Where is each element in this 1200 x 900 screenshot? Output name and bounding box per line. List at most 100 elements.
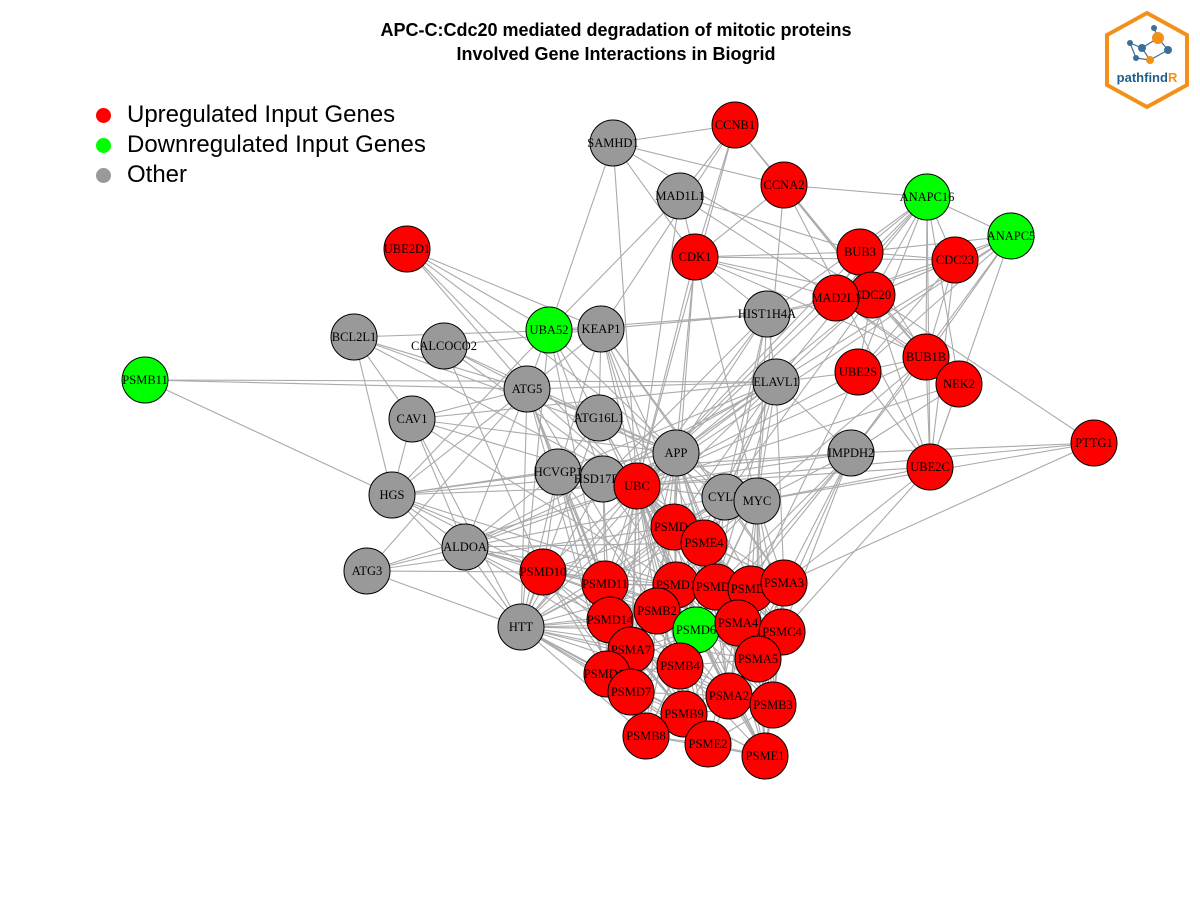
gene-node-psmd6[interactable]: PSMD6 (672, 606, 720, 654)
edge-hist1h4a-keap1 (600, 313, 768, 330)
gene-node-psmb2[interactable]: PSMB2 (633, 587, 681, 635)
gene-node-ccna2[interactable]: CCNA2 (760, 161, 808, 209)
gene-node-label: PSMB3 (753, 698, 793, 712)
edge-hgs-psmd1 (391, 494, 677, 586)
gene-node-atg5[interactable]: ATG5 (503, 365, 551, 413)
gene-node-ube2s[interactable]: UBE2S (834, 348, 882, 396)
edge-anapc16-bub1b (925, 196, 928, 358)
gene-node-circle (931, 236, 979, 284)
gene-node-myc[interactable]: MYC (733, 477, 781, 525)
edge-cav1-psmd1 (411, 418, 677, 586)
gene-node-psmd11[interactable]: PSMD11 (581, 560, 629, 608)
gene-node-samhd1[interactable]: SAMHD1 (587, 119, 639, 167)
legend-item-downregulated: Downregulated Input Genes (96, 130, 426, 160)
gene-node-psma4[interactable]: PSMA4 (714, 599, 762, 647)
gene-node-elavl1[interactable]: ELAVL1 (752, 358, 800, 406)
figure-subtitle: Involved Gene Interactions in Biogrid (456, 44, 776, 64)
gene-node-psmb4[interactable]: PSMB4 (656, 642, 704, 690)
edge-keap1-cyld (600, 328, 726, 498)
edge-ube2c-psma3 (783, 466, 931, 584)
gene-node-bcl2l1[interactable]: BCL2L1 (330, 313, 378, 361)
gene-node-psmb11[interactable]: PSMB11 (121, 356, 169, 404)
gene-node-aldoa[interactable]: ALDOA (441, 523, 489, 571)
edge-ube2c-psmc4 (781, 466, 931, 633)
gene-node-uba52[interactable]: UBA52 (525, 306, 573, 354)
gene-node-app[interactable]: APP (652, 429, 700, 477)
gene-node-label: PSMA2 (709, 689, 749, 703)
edge-atg5-atg3 (366, 388, 528, 572)
gene-node-psmd2[interactable]: PSMD2 (692, 563, 740, 611)
node-layer: CCNB1 SAMHD1 CCNA2 MAD1L1 ANAPC16 ANAPC5 UBE2D… (121, 101, 1118, 780)
logo-text-accent: R (1168, 70, 1178, 85)
gene-node-mad2l1[interactable]: MAD2L1 (811, 274, 861, 322)
legend-swatch-downregulated (96, 137, 111, 153)
edge-mad1l1-bub3 (679, 195, 861, 253)
gene-node-psma3[interactable]: PSMA3 (760, 559, 808, 607)
edge-uba52-hsd17b10 (548, 329, 604, 480)
gene-node-psmb3[interactable]: PSMB3 (749, 681, 797, 729)
gene-node-circle (827, 429, 875, 477)
gene-node-ubc[interactable]: UBC (613, 462, 661, 510)
gene-node-hist1h4a[interactable]: HIST1H4A (738, 290, 796, 338)
gene-node-label: ATG3 (352, 564, 383, 578)
gene-node-hgs[interactable]: HGS (368, 471, 416, 519)
gene-node-label: APP (665, 446, 688, 460)
gene-node-impdh2[interactable]: IMPDH2 (827, 429, 875, 477)
edge-hist1h4a-cyld (724, 313, 768, 498)
gene-node-bub1b[interactable]: BUB1B (902, 333, 950, 381)
gene-node-label: CDK1 (679, 250, 712, 264)
gene-node-circle (711, 101, 759, 149)
gene-node-circle (575, 394, 623, 442)
gene-node-psmb8[interactable]: PSMB8 (622, 712, 670, 760)
edge-ube2d1-keap1 (406, 248, 602, 330)
edge-bub1b-myc (756, 356, 927, 502)
edge-samhd1-ubc (612, 142, 638, 487)
gene-node-mad1l1[interactable]: MAD1L1 (655, 172, 705, 220)
gene-node-circle (388, 395, 436, 443)
edge-keap1-hcvgp1 (557, 328, 602, 473)
gene-node-ube2d1[interactable]: UBE2D1 (383, 225, 431, 273)
gene-node-psmd7[interactable]: PSMD7 (607, 668, 655, 716)
gene-node-ccnb1[interactable]: CCNB1 (711, 101, 759, 149)
gene-node-psme2[interactable]: PSME2 (684, 720, 732, 768)
gene-node-label: PSMA7 (611, 643, 651, 657)
gene-node-psma5[interactable]: PSMA5 (734, 635, 782, 683)
gene-node-psme1[interactable]: PSME1 (741, 732, 789, 780)
gene-node-label: PSMD6 (676, 623, 716, 637)
gene-node-label: PSMB9 (664, 707, 704, 721)
gene-node-psmd10[interactable]: PSMD10 (519, 548, 567, 596)
gene-node-circle (383, 225, 431, 273)
gene-node-nek2[interactable]: NEK2 (935, 360, 983, 408)
gene-node-cdk1[interactable]: CDK1 (671, 233, 719, 281)
logo-wordmark: pathfindR (1117, 70, 1178, 85)
gene-node-label: PSMB4 (660, 659, 700, 673)
logo-network-nodes (1127, 25, 1172, 64)
gene-node-anapc5[interactable]: ANAPC5 (987, 212, 1036, 260)
gene-node-hcvgp1[interactable]: HCVGP1 (534, 448, 583, 496)
gene-node-pttg1[interactable]: PTTG1 (1070, 419, 1118, 467)
gene-node-cdc23[interactable]: CDC23 (931, 236, 979, 284)
gene-node-calcoco2[interactable]: CALCOCO2 (411, 322, 477, 370)
gene-node-bub3[interactable]: BUB3 (836, 228, 884, 276)
gene-node-keap1[interactable]: KEAP1 (577, 305, 625, 353)
gene-node-htt[interactable]: HTT (497, 603, 545, 651)
gene-node-cdc20[interactable]: CDC20 (848, 271, 896, 319)
legend-item-other: Other (96, 160, 426, 190)
gene-node-atg16l1[interactable]: ATG16L1 (574, 394, 625, 442)
gene-node-circle (577, 305, 625, 353)
edge-hist1h4a-hsd17b10 (602, 313, 768, 480)
gene-node-psma2[interactable]: PSMA2 (705, 672, 753, 720)
gene-node-anapc16[interactable]: ANAPC16 (900, 173, 955, 221)
gene-node-atg3[interactable]: ATG3 (343, 547, 391, 595)
edge-pttg1-psma3 (783, 442, 1095, 584)
gene-node-cav1[interactable]: CAV1 (388, 395, 436, 443)
gene-node-psme4[interactable]: PSME4 (680, 519, 728, 567)
gene-node-label: UBA52 (530, 323, 569, 337)
gene-node-ube2c[interactable]: UBE2C (906, 443, 954, 491)
edge-atg5-hgs (391, 388, 528, 496)
gene-node-label: PSMD2 (696, 580, 736, 594)
edge-ube2d1-uba52 (406, 248, 550, 331)
figure-title: APC-C:Cdc20 mediated degradation of mito… (380, 20, 852, 40)
edge-cav1-app (411, 418, 677, 454)
gene-node-label: ANAPC16 (900, 190, 955, 204)
